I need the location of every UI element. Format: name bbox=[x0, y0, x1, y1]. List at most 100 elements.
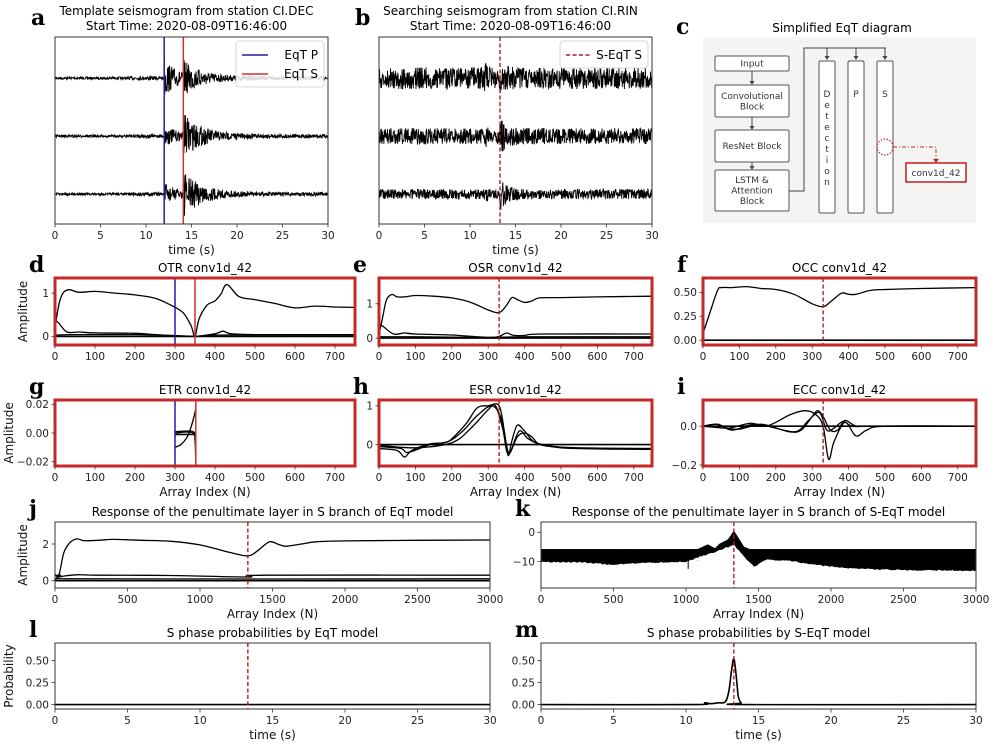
x-tick-label: 200 bbox=[442, 472, 462, 484]
plot-area-e bbox=[379, 278, 652, 345]
series-channel-2 bbox=[379, 324, 652, 339]
seismogram-trace-3 bbox=[55, 174, 328, 216]
panel-k: Response of the penultimate layer in S b… bbox=[513, 496, 990, 621]
highlight-frame bbox=[377, 398, 654, 468]
plot-area-b bbox=[379, 37, 652, 224]
x-tick-label: 0 bbox=[376, 351, 383, 363]
y-tick-label: 0.00 bbox=[26, 428, 49, 440]
y-tick-label: 0.00 bbox=[512, 699, 535, 711]
series-channel-1 bbox=[703, 410, 976, 461]
panel-letter: e bbox=[353, 252, 367, 278]
diagram-branch-letter: e bbox=[824, 123, 830, 133]
x-tick-label: 1000 bbox=[673, 594, 700, 606]
eqt-diagram: c Simplified EqT diagram Input Convolutio… bbox=[676, 14, 976, 223]
x-tick-label: 15 bbox=[185, 230, 198, 242]
x-axis-label: Array Index (N) bbox=[470, 485, 561, 499]
series-channel-3 bbox=[55, 574, 490, 581]
panel-title: Response of the penultimate layer in S b… bbox=[572, 505, 946, 519]
panel-l: S phase probabilities by EqT model l 0 5 10 1… bbox=[2, 617, 497, 742]
seismogram-trace-3 bbox=[379, 182, 652, 210]
x-tick-label: 500 bbox=[551, 472, 571, 484]
diagram-branch-letter: D bbox=[824, 90, 831, 100]
panel-title: S phase probabilities by EqT model bbox=[167, 626, 378, 640]
x-tick-label: 10 bbox=[679, 715, 692, 727]
x-tick-label: 0 bbox=[700, 351, 707, 363]
x-tick-label: 500 bbox=[245, 351, 265, 363]
series-probability bbox=[541, 657, 976, 706]
x-tick-label: 600 bbox=[285, 351, 305, 363]
x-tick-label: 500 bbox=[117, 594, 137, 606]
x-tick-label: 5 bbox=[421, 230, 428, 242]
y-tick-label: 0.00 bbox=[674, 335, 697, 347]
x-tick-label: 0 bbox=[538, 594, 545, 606]
highlight-frame bbox=[53, 276, 357, 347]
legend: S-EqT S bbox=[559, 40, 649, 69]
x-tick-label: 100 bbox=[85, 472, 105, 484]
panel-j: Response of the penultimate layer in S b… bbox=[16, 496, 503, 621]
series-channel-1 bbox=[55, 283, 355, 338]
arrowhead-icon bbox=[749, 126, 755, 130]
legend-label: S-EqT S bbox=[596, 48, 642, 62]
y-tick-label: 0.0 bbox=[680, 421, 697, 433]
y-tick-label: 0 bbox=[366, 439, 373, 451]
panel-title: Response of the penultimate layer in S b… bbox=[92, 505, 454, 519]
x-tick-label: 600 bbox=[911, 472, 931, 484]
plot-area-h bbox=[379, 400, 652, 466]
y-tick-label: 1 bbox=[42, 288, 49, 300]
x-tick-label: 600 bbox=[285, 472, 305, 484]
panel-b: Searching seismogram from station CI.RIN… bbox=[355, 4, 659, 257]
plot-area-k bbox=[541, 522, 976, 588]
x-axis-label: Array Index (N) bbox=[159, 485, 250, 499]
x-tick-label: 0 bbox=[52, 472, 59, 484]
diagram-block-label: ResNet Block bbox=[722, 142, 782, 152]
x-tick-label: 0 bbox=[52, 230, 59, 242]
x-tick-label: 3000 bbox=[477, 594, 504, 606]
x-tick-label: 200 bbox=[125, 351, 145, 363]
x-tick-label: 10 bbox=[463, 230, 476, 242]
panel-letter: d bbox=[29, 252, 44, 278]
x-tick-label: 100 bbox=[405, 472, 425, 484]
y-tick-label: 0 bbox=[528, 527, 535, 539]
diagram-branch-letter: i bbox=[826, 156, 829, 166]
x-tick-label: 600 bbox=[587, 351, 607, 363]
panel-letter: j bbox=[27, 496, 37, 522]
plot-area-i bbox=[703, 400, 976, 466]
y-tick-label: 0.50 bbox=[674, 287, 697, 299]
y-tick-label: 0.50 bbox=[26, 655, 49, 667]
highlight-frame bbox=[377, 276, 654, 347]
x-tick-label: 700 bbox=[624, 472, 644, 484]
x-tick-label: 200 bbox=[766, 472, 786, 484]
x-tick-label: 15 bbox=[266, 715, 279, 727]
x-tick-label: 30 bbox=[321, 230, 334, 242]
x-tick-label: 0 bbox=[52, 351, 59, 363]
legend-label: EqT P bbox=[284, 48, 318, 62]
x-axis-label: Array Index (N) bbox=[713, 607, 804, 621]
x-tick-label: 300 bbox=[165, 351, 185, 363]
plot-area-d bbox=[55, 278, 355, 345]
x-tick-label: 400 bbox=[205, 351, 225, 363]
seismogram-trace-2 bbox=[55, 115, 328, 156]
x-tick-label: 15 bbox=[752, 715, 765, 727]
panel-letter: f bbox=[677, 252, 688, 278]
arrowhead-icon bbox=[882, 56, 888, 60]
y-axis-label: Amplitude bbox=[16, 281, 30, 343]
x-tick-label: 0 bbox=[52, 715, 59, 727]
panel-title: ESR conv1d_42 bbox=[469, 383, 562, 397]
x-tick-label: 300 bbox=[478, 351, 498, 363]
seismogram-trace-1 bbox=[379, 62, 652, 93]
x-tick-label: 25 bbox=[897, 715, 910, 727]
y-tick-label: 1 bbox=[366, 299, 373, 311]
x-tick-label: 2000 bbox=[332, 594, 359, 606]
arrowhead-icon bbox=[853, 56, 859, 60]
series-cross-correlation bbox=[703, 285, 976, 334]
y-axis-label: Amplitude bbox=[16, 524, 30, 586]
axes-frame bbox=[54, 642, 491, 710]
panel-h: ESR conv1d_42 h 0 100 200 300 400 500 600 700 Arra… bbox=[353, 374, 654, 499]
arrowhead-icon bbox=[749, 81, 755, 85]
y-axis-label: Amplitude bbox=[2, 402, 16, 464]
series-channel-3 bbox=[379, 336, 652, 339]
x-tick-label: 400 bbox=[515, 472, 535, 484]
